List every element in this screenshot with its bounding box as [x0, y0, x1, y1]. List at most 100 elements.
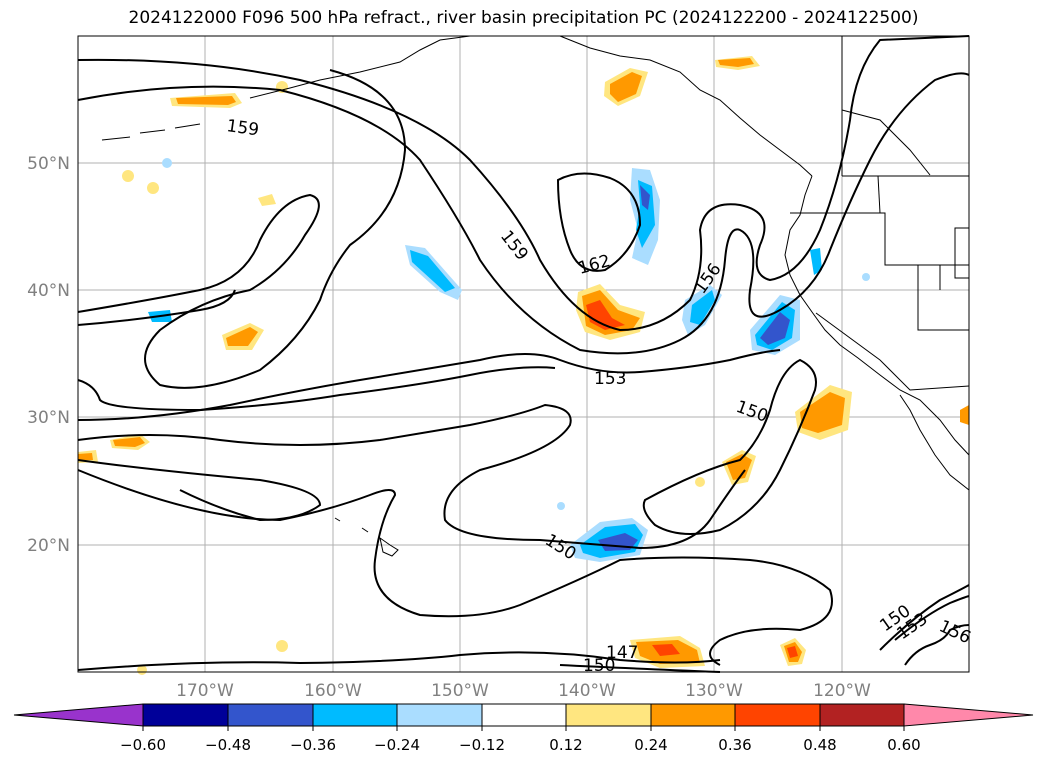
contour-line — [879, 584, 970, 651]
colorbar-tick-label: −0.60 — [120, 736, 166, 754]
colorbar-segment — [650, 703, 736, 727]
contour-line — [642, 358, 817, 535]
contour-line — [77, 366, 556, 412]
contour-line — [77, 403, 746, 550]
colorbar-tick-label: 0.60 — [887, 736, 920, 754]
state-border — [841, 109, 931, 176]
contour-line — [77, 69, 407, 389]
coastlines — [101, 35, 970, 557]
coastline-pacific-nw — [784, 175, 970, 456]
colorbar-segment — [481, 703, 567, 727]
contour-label: 150 — [583, 656, 615, 676]
colorbar-segment — [565, 703, 652, 727]
colorbar-extend-low — [13, 703, 144, 727]
precip-blob-pos — [122, 170, 134, 182]
lon-label: 160°W — [304, 681, 362, 701]
precip-blob-pos — [787, 646, 798, 658]
map-title: 2024122000 F096 500 hPa refract., river … — [128, 8, 919, 28]
precip-blob-neg — [810, 248, 822, 275]
precip-blob-pos — [113, 437, 145, 447]
colorbar-segment — [227, 703, 314, 727]
precip-blob-pos — [276, 640, 288, 652]
lon-label: 130°W — [685, 681, 743, 701]
precip-blob-pos — [586, 300, 625, 330]
precip-blob-pos — [800, 392, 845, 433]
contour-label: 159 — [225, 116, 260, 140]
precip-shading — [78, 56, 969, 675]
contour-line — [77, 72, 970, 355]
hawaii-islands — [334, 517, 341, 522]
hawaii-islands — [361, 527, 369, 533]
contour-line — [77, 651, 721, 671]
lon-label: 140°W — [558, 681, 616, 701]
colorbar — [13, 703, 1034, 727]
state-border — [815, 312, 970, 391]
contour-line — [556, 172, 642, 272]
contour-line — [77, 35, 970, 332]
colorbar-tick-label: −0.12 — [459, 736, 505, 754]
lat-label: 30°N — [27, 408, 70, 428]
colorbar-segment — [142, 703, 229, 727]
contour-line — [77, 289, 236, 326]
colorbar-segment — [819, 703, 905, 727]
colorbar-tick-label: −0.36 — [290, 736, 336, 754]
aleutians — [101, 123, 201, 141]
state-border — [790, 212, 969, 266]
contour-label: 153 — [594, 369, 626, 389]
lat-labels: 50°N 40°N 30°N 20°N — [27, 154, 70, 556]
contour-line — [904, 624, 970, 666]
lon-label: 170°W — [176, 681, 234, 701]
colorbar-segment — [734, 703, 821, 727]
colorbar-tick-labels: −0.60 −0.48 −0.36 −0.24 −0.12 0.12 0.24 … — [120, 736, 921, 754]
precip-blob-pos — [258, 194, 276, 206]
lat-label: 50°N — [27, 154, 70, 174]
lon-labels: 170°W 160°W 150°W 140°W 130°W 120°W — [176, 681, 871, 701]
contour-line — [77, 349, 781, 421]
precip-blob-neg — [162, 158, 172, 168]
precip-blob-pos — [226, 327, 258, 346]
state-border — [917, 265, 969, 331]
precip-blob-pos — [695, 477, 705, 487]
colorbar-tick-label: 0.12 — [549, 736, 582, 754]
precip-blob-neg — [636, 180, 655, 248]
lon-label: 150°W — [431, 681, 489, 701]
colorbar-tick-label: −0.24 — [374, 736, 420, 754]
precip-blob-pos — [78, 453, 93, 460]
precip-blob-pos — [652, 644, 680, 656]
baja-california — [899, 394, 970, 491]
contour-label: 147 — [606, 643, 638, 663]
precip-blob-pos — [176, 96, 236, 105]
lat-label: 40°N — [27, 281, 70, 301]
contour-line — [77, 459, 322, 522]
coastline-alaska — [249, 35, 471, 99]
lat-label: 20°N — [27, 536, 70, 556]
contour-lines — [77, 35, 970, 673]
colorbar-segment — [396, 703, 483, 727]
lon-label: 120°W — [813, 681, 871, 701]
precip-blob-neg — [862, 273, 870, 281]
colorbar-ticks — [142, 726, 905, 731]
contour-line — [77, 469, 833, 666]
contour-line — [894, 595, 970, 641]
precip-blob-neg — [557, 502, 565, 510]
precip-blob-neg — [690, 290, 715, 325]
colorbar-extend-high — [903, 703, 1034, 727]
precip-blob-pos — [960, 405, 969, 425]
precip-blob-pos — [147, 182, 159, 194]
precip-blob-neg — [410, 250, 455, 292]
precip-blob-neg — [640, 185, 650, 210]
hawaii-islands — [379, 536, 399, 557]
precip-blob-pos — [726, 454, 752, 480]
colorbar-tick-label: −0.48 — [205, 736, 251, 754]
colorbar-tick-label: 0.48 — [803, 736, 836, 754]
colorbar-segment — [312, 703, 398, 727]
map-frame — [77, 35, 970, 673]
coastline-alaska — [559, 35, 813, 177]
precip-blob-pos — [718, 58, 754, 67]
state-border — [877, 175, 881, 214]
colorbar-tick-label: 0.36 — [718, 736, 751, 754]
precip-blob-pos — [610, 72, 642, 102]
contour-line — [559, 664, 721, 673]
colorbar-tick-label: 0.24 — [634, 736, 667, 754]
